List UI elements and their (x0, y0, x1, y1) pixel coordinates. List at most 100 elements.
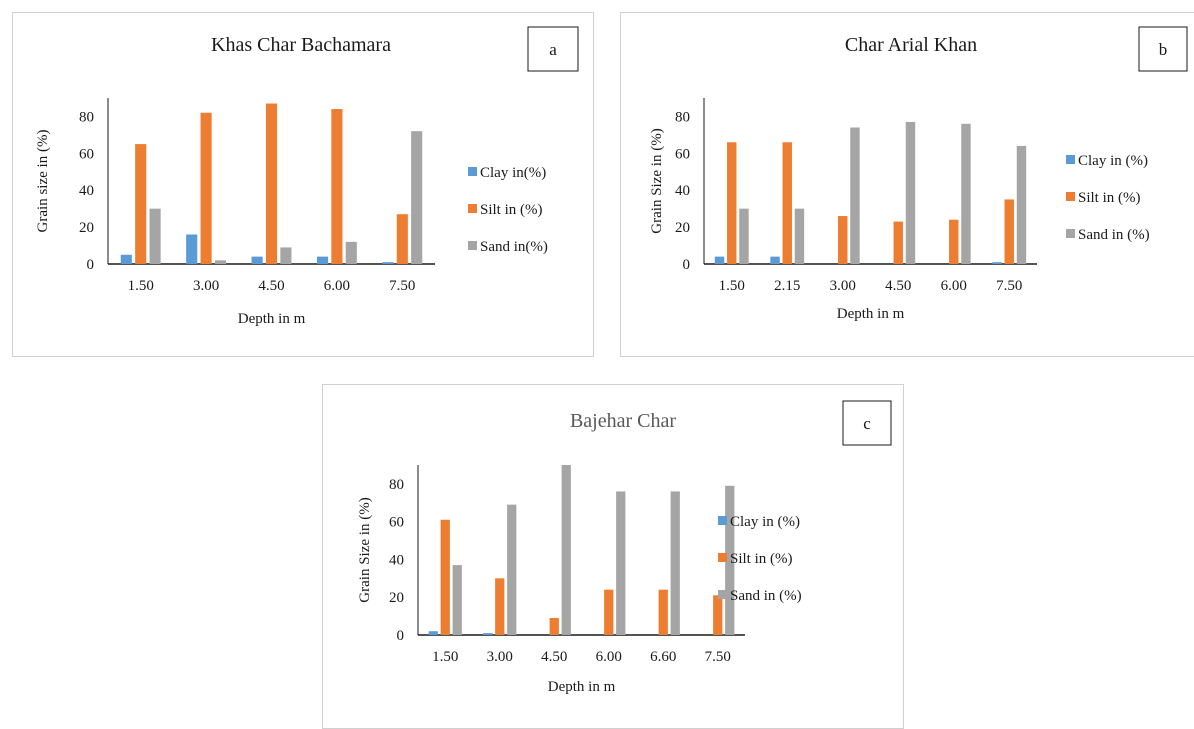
y-tick-label: 20 (79, 220, 94, 236)
bar-sand-6-60 (670, 491, 680, 635)
bar-silt-7-50 (396, 214, 408, 264)
bar-silt-7-50 (1004, 199, 1014, 264)
legend-label: Sand in (%) (730, 588, 802, 604)
bar-clay-2-15 (770, 256, 780, 264)
bar-sand-7-50 (1016, 145, 1027, 264)
bar-sand-3-00 (507, 504, 517, 635)
y-tick-label: 60 (79, 146, 94, 162)
bar-sand-7-50 (725, 485, 735, 635)
bar-sand-4-50 (561, 465, 571, 635)
bar-silt-1-50 (440, 519, 450, 635)
legend-label: Clay in (%) (1078, 153, 1148, 169)
x-tick-label: 6.60 (650, 649, 676, 665)
legend-swatch (1066, 229, 1075, 238)
bar-sand-2-15 (794, 208, 805, 264)
chart-title: Khas Char Bachamara (211, 34, 391, 56)
x-tick-label: 6.00 (324, 278, 350, 294)
x-axis-label: Depth in m (837, 306, 905, 322)
legend-label: Clay in (%) (730, 514, 800, 530)
bar-silt-6-60 (658, 589, 668, 635)
panel-label: c (863, 414, 871, 433)
bar-clay-3-00 (483, 633, 493, 635)
bar-clay-7-50 (382, 262, 394, 264)
panel-label-box (842, 400, 892, 446)
legend-swatch (468, 204, 477, 213)
x-tick-label: 4.50 (541, 649, 567, 665)
y-tick-label: 20 (675, 220, 690, 236)
bar-sand-6-00 (345, 241, 357, 264)
bar-sand-6-00 (616, 491, 626, 635)
legend-label: Silt in (%) (480, 202, 543, 218)
bar-silt-4-50 (549, 618, 559, 635)
bar-silt-3-00 (838, 216, 848, 264)
chart-b-svg: Char Arial Khan b 0 20 40 60 80 1.50 2.15 3.00 4.5… (649, 26, 1188, 322)
chart-title: Char Arial Khan (845, 34, 977, 56)
x-tick-label: 7.50 (705, 649, 731, 665)
y-tick-label: 80 (79, 109, 94, 125)
bar-sand-1-50 (739, 208, 749, 264)
legend-label: Clay in(%) (480, 165, 546, 181)
y-tick-label: 60 (675, 146, 690, 162)
chart-panel-c: Bajehar Char c 0 20 40 60 80 1.50 3.00 4.50 6.00 6.… (322, 384, 904, 729)
y-tick-label: 60 (389, 515, 404, 531)
x-tick-label: 3.00 (830, 278, 856, 294)
legend-swatch (718, 516, 727, 525)
x-tick-label: 4.50 (885, 278, 911, 294)
bar-sand-3-00 (850, 127, 860, 264)
bar-sand-1-50 (452, 565, 462, 635)
chart-c-svg: Bajehar Char c 0 20 40 60 80 1.50 3.00 4.50 6.00 6.… (357, 400, 892, 695)
panel-label-box (1138, 26, 1188, 72)
bar-silt-6-00 (331, 109, 343, 264)
chart-a-svg: Khas Char Bachamara a 0 20 40 60 80 1.50 3.00 4.5… (35, 26, 579, 327)
legend-swatch (468, 167, 477, 176)
x-axis-label: Depth in m (238, 311, 306, 327)
x-tick-label: 1.50 (432, 649, 458, 665)
y-tick-label: 80 (675, 109, 690, 125)
bar-clay-3-00 (186, 234, 198, 264)
x-tick-label: 7.50 (996, 278, 1022, 294)
y-tick-label: 0 (683, 257, 691, 273)
x-tick-label: 3.00 (193, 278, 219, 294)
bar-clay-1-50 (714, 256, 725, 264)
panel-label: b (1159, 40, 1168, 59)
bar-clay-1-50 (428, 631, 438, 635)
bar-silt-7-50 (713, 595, 723, 635)
x-tick-label: 6.00 (941, 278, 967, 294)
bar-clay-7-50 (992, 262, 1002, 264)
bar-clay-4-50 (251, 256, 263, 264)
y-tick-label: 40 (675, 183, 690, 199)
bar-silt-4-50 (893, 221, 903, 264)
y-axis-label: Grain size in (%) (35, 130, 51, 233)
chart-title: Bajehar Char (570, 410, 676, 432)
legend-label: Silt in (%) (1078, 190, 1141, 206)
x-tick-label: 1.50 (128, 278, 154, 294)
legend-swatch (718, 553, 727, 562)
y-tick-label: 40 (79, 183, 94, 199)
chart-panel-b: Char Arial Khan b 0 20 40 60 80 1.50 2.15 3.00 4.5… (620, 12, 1194, 357)
bar-silt-3-00 (495, 578, 505, 635)
x-tick-label: 7.50 (389, 278, 415, 294)
panel-label: a (549, 40, 557, 59)
bar-sand-1-50 (149, 208, 161, 264)
bar-silt-4-50 (265, 103, 278, 265)
y-tick-label: 80 (389, 477, 404, 493)
legend-label: Silt in (%) (730, 551, 793, 567)
y-tick-label: 0 (87, 257, 95, 273)
y-tick-label: 40 (389, 552, 404, 568)
legend-swatch (1066, 155, 1075, 164)
panel-label-box (527, 26, 579, 72)
chart-panel-a: Khas Char Bachamara a 0 20 40 60 80 1.50 3.00 4.5… (12, 12, 594, 357)
bar-sand-4-50 (905, 121, 916, 264)
bar-silt-2-15 (782, 142, 792, 264)
bar-silt-1-50 (135, 144, 147, 264)
legend-swatch (468, 241, 477, 250)
y-tick-label: 0 (397, 628, 405, 644)
bar-sand-6-00 (961, 123, 971, 264)
legend-swatch (1066, 192, 1075, 201)
y-axis-label: Grain Size in (%) (649, 128, 665, 233)
legend-label: Sand in (%) (1078, 227, 1150, 243)
bar-silt-3-00 (200, 112, 212, 264)
x-tick-label: 4.50 (258, 278, 284, 294)
y-tick-label: 20 (389, 590, 404, 606)
x-tick-label: 1.50 (719, 278, 745, 294)
